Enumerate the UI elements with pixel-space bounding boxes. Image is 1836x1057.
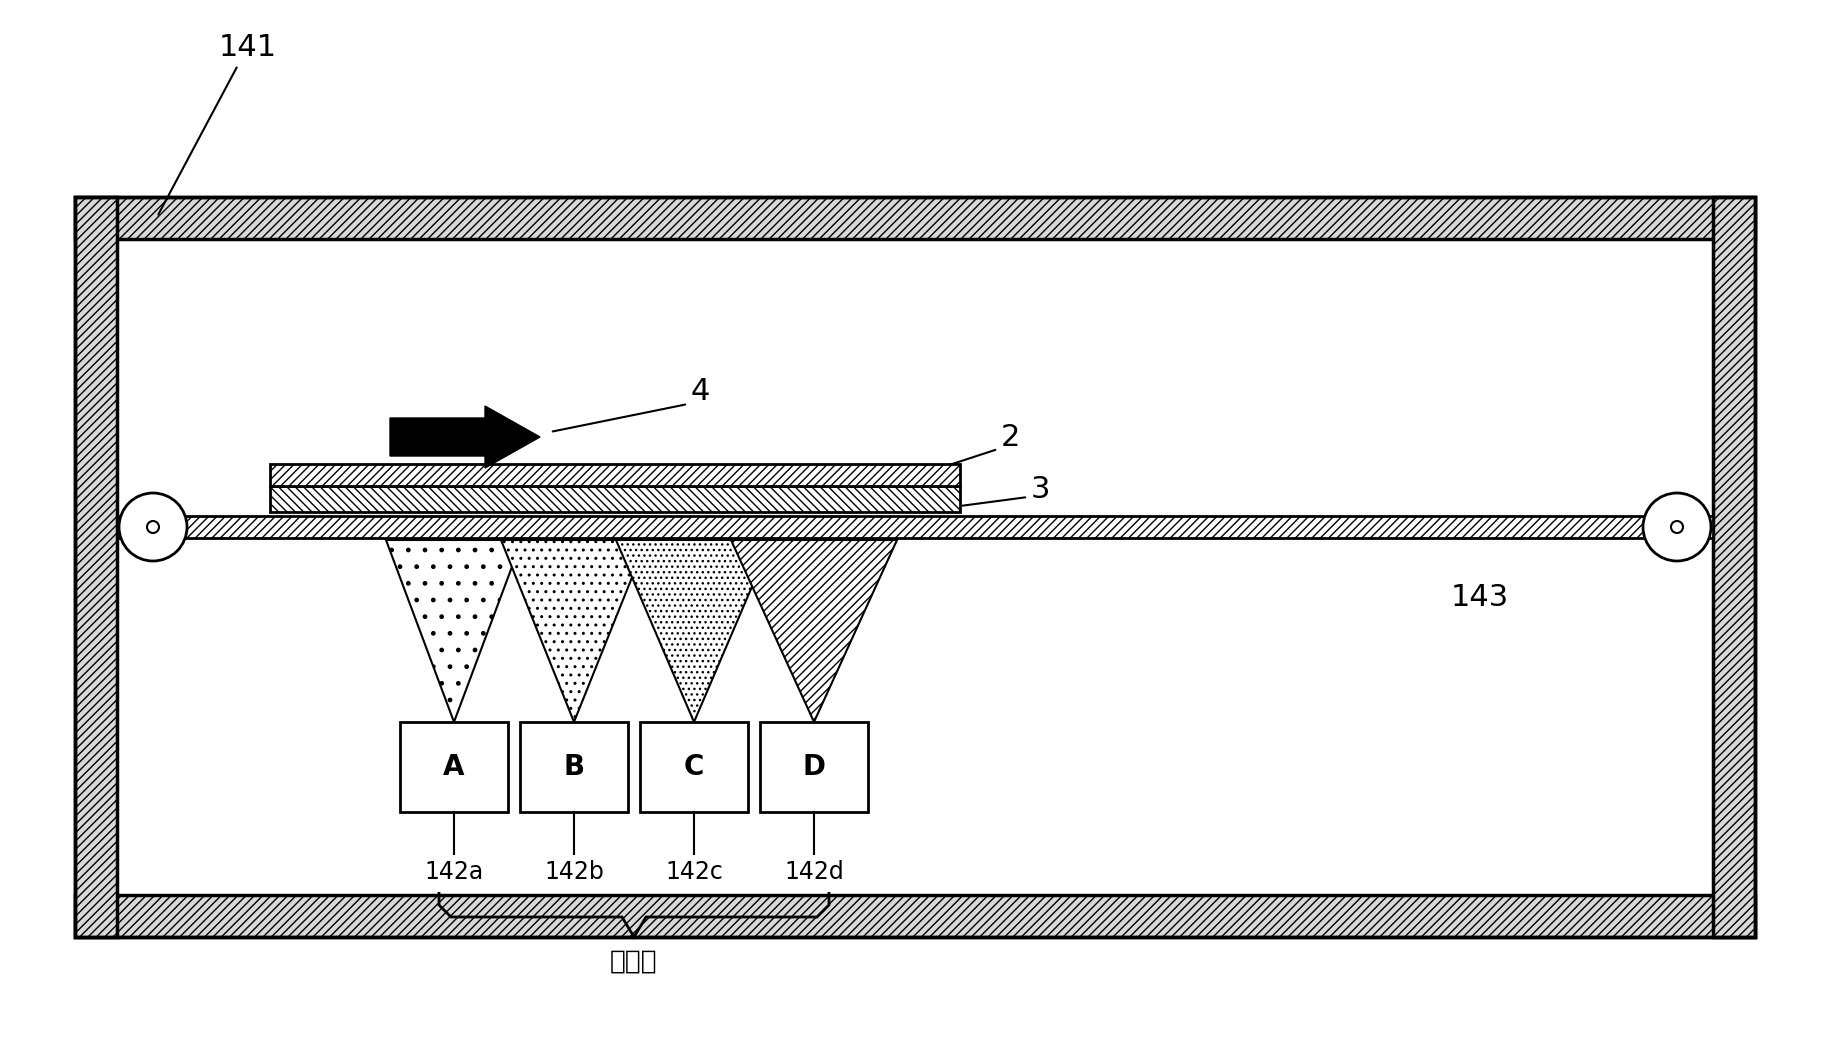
Text: B: B (564, 753, 584, 781)
Text: 142d: 142d (784, 860, 845, 884)
FancyArrow shape (389, 406, 540, 468)
Bar (760, 722, 868, 812)
Circle shape (147, 521, 160, 533)
Text: 142c: 142c (665, 860, 723, 884)
Text: A: A (442, 753, 465, 781)
Text: C: C (683, 753, 705, 781)
Polygon shape (501, 540, 646, 722)
Bar (118, 516, 1713, 538)
Bar (270, 464, 960, 486)
Bar (400, 722, 509, 812)
Text: 141: 141 (218, 33, 277, 61)
Bar (75, 895, 1755, 937)
Bar (1713, 197, 1755, 937)
Text: 3: 3 (1030, 475, 1050, 503)
Text: 2: 2 (1001, 423, 1019, 451)
Bar (75, 197, 118, 937)
Text: 4: 4 (690, 377, 711, 407)
Bar (118, 239, 1713, 895)
Circle shape (119, 493, 187, 561)
Circle shape (1643, 493, 1711, 561)
Polygon shape (617, 540, 771, 722)
Polygon shape (731, 540, 898, 722)
Bar (641, 722, 747, 812)
Text: 142a: 142a (424, 860, 483, 884)
Polygon shape (386, 540, 521, 722)
Text: D: D (802, 753, 826, 781)
Bar (270, 486, 960, 512)
Bar (75, 197, 1755, 239)
Bar (75, 197, 1755, 937)
Text: 蒂气源: 蒂气源 (610, 949, 657, 975)
Bar (520, 722, 628, 812)
Text: 142b: 142b (543, 860, 604, 884)
Text: 143: 143 (1450, 582, 1509, 612)
Circle shape (1671, 521, 1684, 533)
